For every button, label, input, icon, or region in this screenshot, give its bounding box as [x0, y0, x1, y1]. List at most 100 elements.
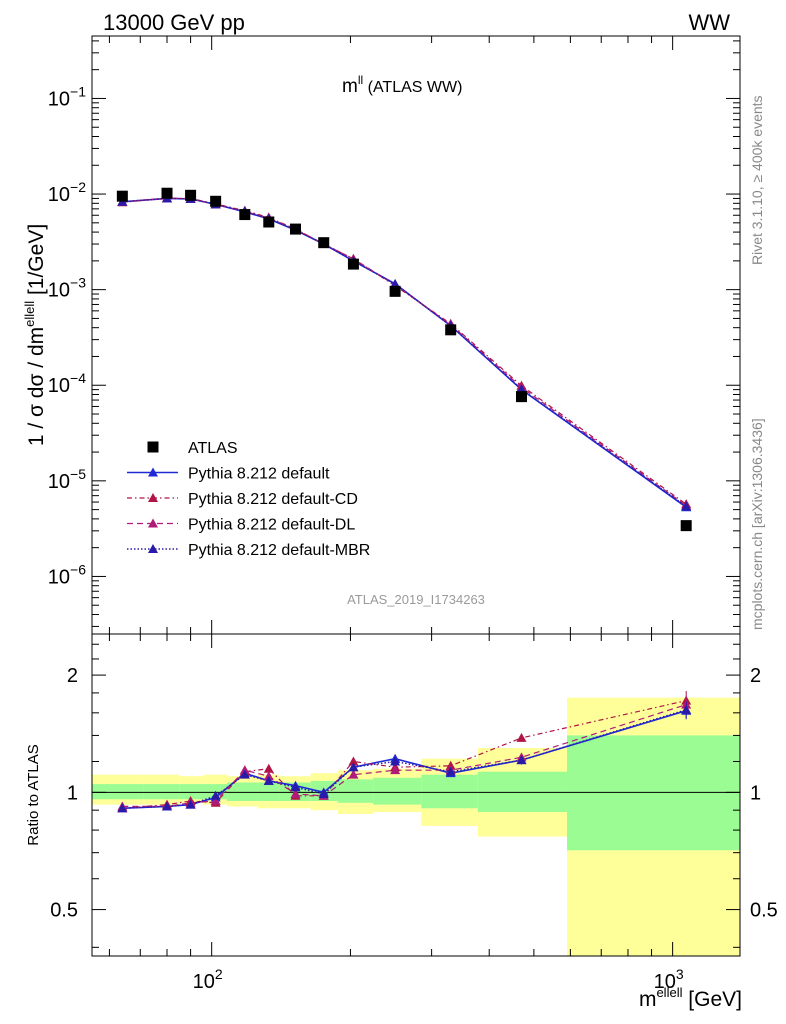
upper-y-tick-label: 10−2 [48, 179, 86, 206]
legend-marker-2 [148, 518, 158, 528]
legend-label-2: Pythia 8.212 default-DL [188, 517, 355, 534]
atlas-data-point [263, 216, 275, 228]
atlas-data-point [389, 285, 401, 297]
upper-y-tick-label: 10−1 [48, 83, 86, 110]
legend-label-3: Pythia 8.212 default-MBR [188, 542, 370, 559]
y-tick-exp: −4 [70, 370, 86, 386]
legend-label-1: Pythia 8.212 default-CD [188, 491, 358, 508]
y-tick-base: 10 [48, 375, 70, 397]
ratio-marker-3 [210, 790, 221, 800]
header-process-label: WW [688, 10, 730, 35]
analysis-watermark: ATLAS_2019_I1734263 [347, 592, 485, 607]
ratio-marker-2 [239, 765, 250, 775]
atlas-data-point [161, 187, 173, 199]
x-title-main: m [639, 988, 657, 1011]
plot-title-sup: ll [358, 73, 363, 87]
ratio-y-tick-label-left: 1 [67, 782, 78, 804]
legend-label-0: Pythia 8.212 default [188, 466, 330, 483]
y-tick-base: 10 [48, 184, 70, 206]
ratio-y-axis-title: Ratio to ATLAS [25, 744, 42, 845]
rivet-label: Rivet 3.1.10, ≥ 400k events [749, 95, 765, 265]
ratio-marker-1 [516, 732, 527, 742]
x-title-sup: ellell [656, 985, 682, 1000]
ratio-marker-1 [348, 756, 359, 766]
atlas-data-point [680, 520, 692, 532]
ratio-marker-2 [210, 796, 221, 806]
ratio-marker-3 [390, 756, 401, 766]
ratio-band-green [179, 784, 204, 800]
x-tick-exp: 2 [215, 966, 223, 982]
y-tick-base: 10 [48, 280, 70, 302]
x-tick-exp: 3 [676, 966, 684, 982]
y-tick-exp: −2 [70, 179, 86, 195]
ratio-marker-2 [290, 789, 301, 799]
ratio-band-green [567, 735, 740, 851]
legend: ATLAS Pythia 8.212 default Pythia 8.212 de… [127, 440, 370, 559]
ratio-band-green [421, 774, 478, 809]
upper-y-tick-label: 10−3 [48, 275, 86, 302]
ratio-marker-3 [445, 766, 456, 776]
ratio-panel-frame [91, 633, 741, 957]
y-tick-exp: −1 [70, 83, 86, 99]
y-title-sup: ellell [22, 301, 37, 327]
ratio-y-tick-label-right: 1 [750, 782, 761, 804]
mc-curves [122, 197, 687, 508]
ratio-marker-3 [162, 801, 173, 811]
y-tick-base: 10 [48, 471, 70, 493]
x-tick-label: 103 [654, 966, 684, 993]
legend-marker-1 [148, 493, 158, 502]
mcplots-label: mcplots.cern.ch [arXiv:1306.3436] [749, 418, 765, 630]
ratio-band-green [338, 779, 374, 803]
ratio-marker-1 [263, 763, 274, 773]
atlas-data-point [445, 324, 457, 336]
atlas-data-point [116, 190, 128, 202]
y-title-unit: [1/GeV] [25, 224, 48, 301]
ratio-uncertainty-bands [92, 697, 740, 956]
x-tick-label: 102 [193, 966, 223, 993]
ratio-y-tick-label-right: 2 [750, 665, 761, 687]
atlas-data-point [185, 189, 197, 201]
upper-axis-ticks [92, 36, 740, 634]
x-tick-base: 10 [193, 971, 215, 993]
ratio-y-tick-labels: 2 2 1 1 0.5 0.5 [50, 665, 778, 921]
plot-title-tail: (ATLAS WW) [363, 79, 462, 96]
mc-marker-3 [681, 501, 692, 511]
y-tick-exp: −6 [70, 561, 86, 577]
ratio-marker-3 [681, 704, 692, 714]
x-tick-base: 10 [654, 971, 676, 993]
atlas-data-point [515, 391, 527, 403]
ratio-axis-ticks [92, 634, 740, 956]
y-tick-base: 10 [48, 88, 70, 110]
ratio-marker-2 [263, 771, 274, 781]
ratio-marker-3 [263, 775, 274, 785]
mc-curve-3 [122, 197, 687, 507]
ratio-markers [117, 691, 692, 813]
mc-curve-0 [122, 197, 687, 508]
plot-title: mll (ATLAS WW) [342, 73, 462, 97]
upper-y-tick-label: 10−4 [48, 370, 86, 397]
ratio-marker-2 [348, 769, 359, 779]
ratio-marker-3 [117, 803, 128, 813]
y-tick-exp: −3 [70, 275, 86, 291]
legend-marker-3 [148, 544, 158, 553]
atlas-data-point [239, 209, 251, 221]
ratio-marker-3 [185, 799, 196, 809]
legend-label-atlas: ATLAS [188, 440, 238, 457]
ratio-y-tick-label-left: 2 [67, 665, 78, 687]
y-title-main: 1 / σ dσ / dm [25, 327, 48, 446]
upper-y-tick-label: 10−5 [48, 466, 86, 493]
ratio-marker-3 [318, 789, 329, 799]
upper-y-tick-label: 10−6 [48, 561, 86, 588]
ratio-marker-2 [390, 765, 401, 775]
ratio-marker-3 [239, 769, 250, 779]
ratio-marker-3 [348, 762, 359, 772]
ratio-band-green [373, 777, 422, 805]
atlas-data-point [318, 237, 330, 249]
legend-marker-atlas [147, 441, 159, 453]
mc-markers [117, 192, 692, 512]
ratio-band-green [227, 782, 258, 802]
atlas-data-point [210, 195, 222, 207]
mc-curve-2 [122, 197, 687, 507]
legend-marker-0 [148, 467, 158, 477]
ratio-band-green [92, 784, 144, 800]
